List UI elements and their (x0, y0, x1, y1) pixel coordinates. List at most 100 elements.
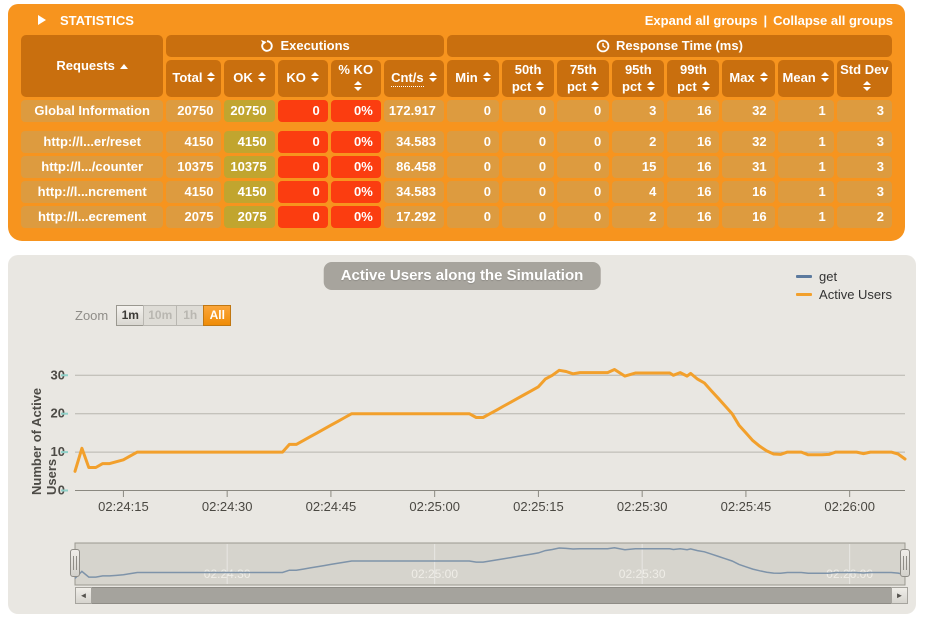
row-label[interactable]: http://l.../counter (21, 155, 164, 178)
cell-p95: 2 (612, 130, 665, 153)
cell-std-dev: 3 (836, 99, 892, 122)
cell-p99: 16 (667, 180, 720, 203)
cell-ok: 10375 (224, 155, 275, 178)
group-header-executions: Executions (166, 35, 444, 58)
expand-all-groups-link[interactable]: Expand all groups (644, 12, 758, 28)
cell-pct-ko: 0% (330, 130, 381, 153)
sort-icon (862, 80, 871, 92)
column-header-95th-pct[interactable]: 95th pct (612, 60, 665, 97)
cell-ko: 0 (277, 99, 328, 122)
column-header-75th-pct[interactable]: 75th pct (557, 60, 610, 97)
scrollbar-track[interactable] (92, 586, 891, 604)
cell-pct-ko: 0% (330, 205, 381, 228)
cell-ok: 20750 (224, 99, 275, 122)
cell-mean: 1 (777, 205, 834, 228)
pct-ko-label: % KO (338, 62, 374, 78)
svg-text:20: 20 (51, 405, 65, 420)
scroll-right-button[interactable]: ► (891, 586, 908, 604)
cell-min: 0 (446, 130, 500, 153)
active-users-chart[interactable]: 010203002:24:1502:24:3002:24:4502:25:000… (8, 255, 916, 614)
statistics-table: Requests Executions Response Time (ms) T… (18, 32, 895, 231)
cell-min: 0 (446, 205, 500, 228)
column-header-cnt-s[interactable]: Cnt/s (383, 60, 444, 97)
collapse-triangle-icon[interactable] (38, 15, 46, 25)
navigator-scrollbar: ◄ ► (75, 586, 908, 604)
column-header-min[interactable]: Min (446, 60, 500, 97)
clock-icon (596, 39, 610, 53)
cell-p50: 0 (502, 205, 555, 228)
cell-max: 32 (722, 130, 775, 153)
navigator-right-handle[interactable] (900, 548, 910, 577)
p99-label: 99th pct (677, 62, 707, 94)
cell-p95: 3 (612, 99, 665, 122)
group-links: Expand all groups | Collapse all groups (645, 13, 893, 28)
legend-item-get[interactable]: get (796, 268, 892, 286)
sort-ascending-icon (119, 63, 128, 69)
collapse-all-groups-link[interactable]: Collapse all groups (773, 12, 893, 28)
svg-text:02:25:00: 02:25:00 (409, 499, 460, 514)
mean-label: Mean (782, 70, 816, 86)
link-separator: | (763, 12, 768, 28)
column-header-std-dev[interactable]: Std Dev (836, 60, 892, 97)
chart-title: Active Users along the Simulation (323, 261, 601, 290)
refresh-icon (261, 40, 274, 52)
cell-total: 10375 (166, 155, 222, 178)
cell-total: 2075 (166, 205, 222, 228)
row-label[interactable]: http://l...er/reset (21, 130, 164, 153)
cell-std-dev: 3 (836, 130, 892, 153)
cell-p99: 16 (667, 205, 720, 228)
cell-pct-ko: 0% (330, 180, 381, 203)
row-label[interactable]: http://l...ecrement (21, 205, 164, 228)
column-header-requests[interactable]: Requests (21, 35, 164, 97)
sort-icon (257, 72, 266, 83)
column-header-pct-ko[interactable]: % KO (330, 60, 381, 97)
cell-p99: 16 (667, 130, 720, 153)
p75-label: 75th pct (566, 62, 597, 94)
cell-p50: 0 (502, 130, 555, 153)
cell-p75: 0 (557, 205, 610, 228)
zoom-button-1m[interactable]: 1m (116, 304, 145, 326)
p50-label: 50th pct (511, 62, 542, 94)
scroll-left-button[interactable]: ◄ (75, 586, 92, 604)
row-label: Global Information (21, 99, 164, 122)
get-line-swatch-icon (796, 275, 813, 279)
cnt-s-label: Cnt/s (391, 70, 424, 88)
legend-label: Active Users (819, 287, 892, 303)
svg-text:02:24:45: 02:24:45 (306, 499, 357, 514)
cell-min: 0 (446, 155, 500, 178)
zoom-bar: Zoom 1m 10m 1h All (75, 304, 232, 326)
active-users-chart-panel: 010203002:24:1502:24:3002:24:4502:25:000… (8, 254, 916, 614)
statistics-panel: STATISTICS Expand all groups | Collapse … (8, 4, 905, 241)
row-spacer (21, 125, 892, 128)
cell-ko: 0 (277, 180, 328, 203)
column-header-ok[interactable]: OK (224, 60, 275, 97)
navigator-left-handle[interactable] (70, 548, 80, 577)
table-row-request: http://l.../counter 10375 10375 0 0% 86.… (21, 155, 892, 178)
statistics-title: STATISTICS (60, 12, 134, 28)
svg-text:02:25:30: 02:25:30 (619, 567, 666, 581)
row-label[interactable]: http://l...ncrement (21, 180, 164, 203)
column-header-mean[interactable]: Mean (777, 60, 834, 97)
table-row-request: http://l...ncrement 4150 4150 0 0% 34.58… (21, 180, 892, 203)
svg-text:02:24:15: 02:24:15 (98, 499, 149, 514)
cell-total: 20750 (166, 99, 222, 122)
cell-total: 4150 (166, 180, 222, 203)
legend-item-active-users[interactable]: Active Users (796, 286, 892, 304)
cell-mean: 1 (777, 180, 834, 203)
executions-label: Executions (280, 38, 350, 53)
column-header-ko[interactable]: KO (277, 60, 328, 97)
zoom-button-all[interactable]: All (203, 304, 232, 326)
cell-max: 32 (722, 99, 775, 122)
legend-label: get (819, 269, 838, 285)
sort-icon (701, 80, 710, 92)
response-time-label: Response Time (ms) (616, 38, 743, 53)
column-header-50th-pct[interactable]: 50th pct (502, 60, 555, 97)
column-header-max[interactable]: Max (722, 60, 775, 97)
cell-cnt-s: 172.917 (383, 99, 444, 122)
cell-mean: 1 (777, 130, 834, 153)
svg-text:30: 30 (51, 367, 65, 382)
group-header-response-time: Response Time (ms) (446, 35, 892, 58)
cell-p75: 0 (557, 130, 610, 153)
column-header-total[interactable]: Total (166, 60, 222, 97)
column-header-99th-pct[interactable]: 99th pct (667, 60, 720, 97)
